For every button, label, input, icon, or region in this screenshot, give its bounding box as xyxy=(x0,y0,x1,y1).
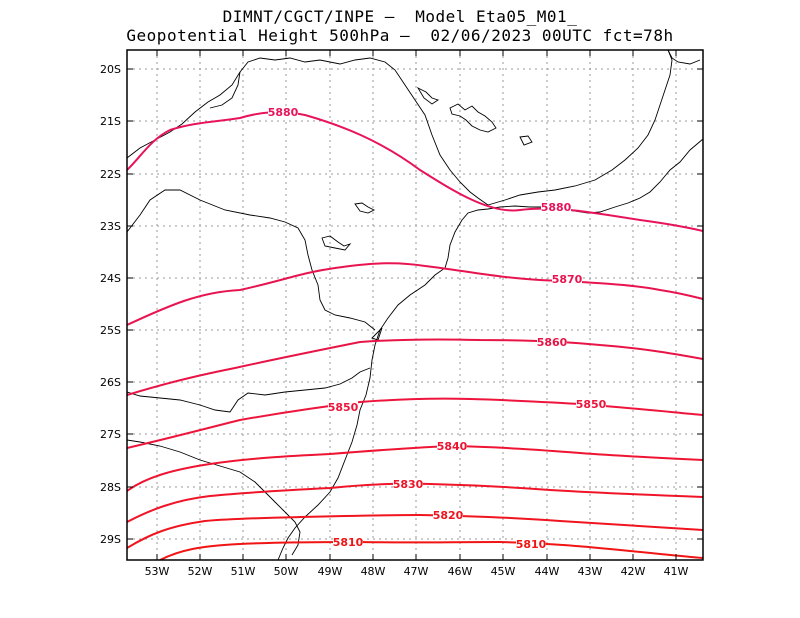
border-rj-es xyxy=(667,50,701,65)
lagoon-shape-1 xyxy=(449,103,497,133)
contour-label-5880-b: 5880 xyxy=(541,201,572,214)
island-shape xyxy=(371,327,383,341)
border-mg-sp xyxy=(127,57,489,206)
contour-5850 xyxy=(127,397,703,449)
contour-label-5840: 5840 xyxy=(437,440,468,453)
contour-label-5830: 5830 xyxy=(393,478,424,491)
map-frame xyxy=(126,49,704,561)
x-tick-label: 52W xyxy=(188,565,213,578)
contour-5860 xyxy=(127,338,703,396)
grid-lines xyxy=(127,50,703,560)
y-tick-label: 28S xyxy=(100,481,121,494)
border-pr-sc xyxy=(127,367,371,413)
lagoon-shape-3 xyxy=(321,235,352,251)
x-tick-label: 42W xyxy=(621,565,646,578)
lagoon-shape-2 xyxy=(354,202,376,214)
contour-label-5880-a: 5880 xyxy=(268,106,299,119)
y-tick-label: 27S xyxy=(100,428,121,441)
contour-5880 xyxy=(127,111,703,232)
contour-labels: 5880 5880 5870 5860 5850 5850 5840 5830 … xyxy=(268,106,607,551)
lagoon-shape-4 xyxy=(416,86,440,105)
y-tick-label: 24S xyxy=(100,272,121,285)
contour-label-5820: 5820 xyxy=(433,509,464,522)
x-tick-label: 44W xyxy=(535,565,560,578)
y-tick-label: 22S xyxy=(100,168,121,181)
contour-lines xyxy=(127,111,703,560)
contour-5840 xyxy=(127,444,703,492)
y-tick-label: 29S xyxy=(100,533,121,546)
coastline-and-borders xyxy=(127,50,703,560)
x-tick-label: 51W xyxy=(231,565,256,578)
x-axis-ticks: 53W 52W 51W 50W 49W 48W 47W 46W 45W 44W 43W 42W 41W xyxy=(145,50,689,578)
y-tick-label: 23S xyxy=(100,220,121,233)
contour-label-5850-b: 5850 xyxy=(576,398,607,411)
contour-5820 xyxy=(127,513,703,549)
x-tick-label: 45W xyxy=(491,565,516,578)
border-sp-internal xyxy=(209,71,241,109)
y-axis-ticks: 20S 21S 22S 23S 24S 25S 26S 27S 28S 29S xyxy=(100,63,703,546)
y-tick-label: 21S xyxy=(100,115,121,128)
x-tick-label: 53W xyxy=(145,565,170,578)
x-tick-label: 50W xyxy=(274,565,299,578)
x-tick-label: 43W xyxy=(578,565,603,578)
contour-label-5860: 5860 xyxy=(537,336,568,349)
coastline xyxy=(277,138,703,560)
x-tick-label: 46W xyxy=(448,565,473,578)
contour-label-5810-b: 5810 xyxy=(516,538,547,551)
border-ms-pr xyxy=(127,189,376,331)
x-tick-label: 47W xyxy=(404,565,429,578)
y-tick-label: 26S xyxy=(100,376,121,389)
contour-label-5850-a: 5850 xyxy=(328,401,359,414)
lagoon-shape-5 xyxy=(519,135,533,146)
x-tick-label: 48W xyxy=(361,565,386,578)
title-line-1: DIMNT/CGCT/INPE – Model Eta05_M01_ xyxy=(222,7,578,26)
border-sc-rs xyxy=(127,439,301,556)
contour-label-5870: 5870 xyxy=(552,273,583,286)
y-tick-label: 25S xyxy=(100,324,121,337)
border-mg-rj xyxy=(487,50,673,206)
y-tick-label: 20S xyxy=(100,63,121,76)
contour-5870 xyxy=(127,262,703,326)
x-tick-label: 49W xyxy=(318,565,343,578)
x-tick-label: 41W xyxy=(664,565,689,578)
contour-label-5810-a: 5810 xyxy=(333,536,364,549)
title-line-2: Geopotential Height 500hPa – 02/06/2023 … xyxy=(126,26,674,45)
contour-5810 xyxy=(159,540,703,560)
